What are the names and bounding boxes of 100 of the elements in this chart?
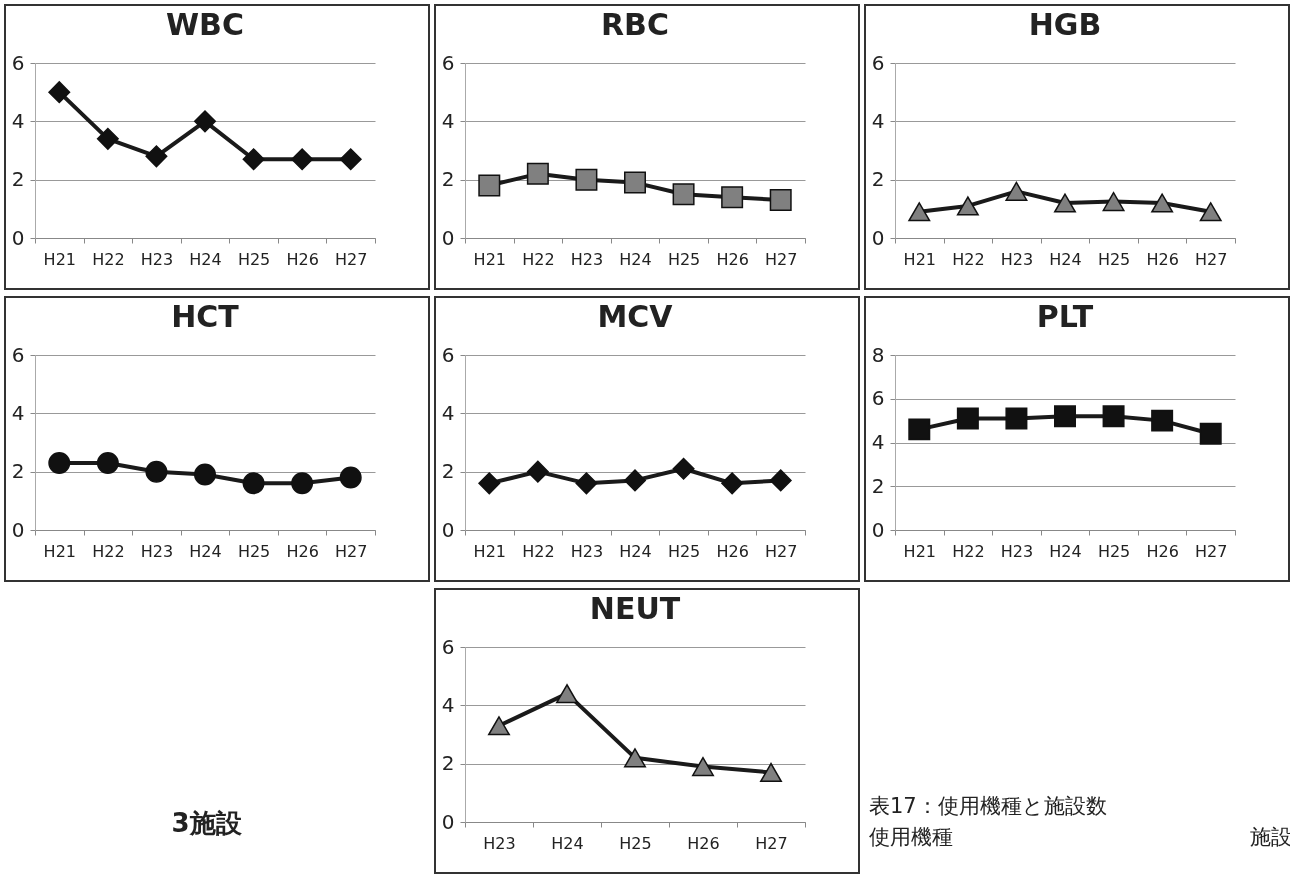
x-tick-label: H25 [667, 541, 701, 561]
chart-title: RBC [601, 7, 669, 42]
x-tick-label: H24 [1049, 541, 1082, 561]
y-tick-label: 4 [11, 108, 25, 133]
chart-title: HCT [171, 299, 240, 334]
point [575, 168, 598, 191]
x-tick-label: H26 [286, 249, 319, 269]
y-tick-label: 4 [441, 692, 455, 717]
y-tick-label: 6 [11, 50, 25, 75]
point [242, 148, 265, 171]
x-tick-label: H24 [619, 249, 652, 269]
y-tick-label: 2 [11, 167, 25, 192]
point [556, 684, 578, 704]
x-tick-label: H21 [903, 541, 936, 561]
point [769, 469, 792, 492]
x-tick-label: H21 [903, 249, 936, 269]
text: 3施設 [171, 808, 243, 838]
x-tick-label: H23 [1000, 541, 1034, 561]
point [96, 451, 119, 474]
y-tick-label: 8 [871, 342, 885, 367]
point [291, 472, 314, 495]
x-tick-label: H27 [1195, 541, 1228, 561]
chart-title: MCV [597, 299, 674, 334]
y-tick-label: 4 [11, 400, 25, 425]
y-tick-label: 0 [11, 225, 25, 250]
y-tick-label: 0 [871, 225, 885, 250]
point [908, 202, 931, 222]
point [1199, 202, 1222, 222]
x-tick-label: H26 [286, 541, 319, 561]
point [956, 407, 979, 430]
y-tick-label: 4 [441, 400, 455, 425]
point [1005, 181, 1028, 201]
x-tick-label: H25 [237, 541, 271, 561]
point [1151, 193, 1174, 213]
point [1199, 422, 1222, 445]
x-tick-label: H27 [765, 249, 798, 269]
point [721, 472, 744, 495]
point [339, 148, 362, 171]
point [1005, 407, 1028, 430]
y-tick-label: 2 [871, 473, 885, 498]
point [672, 457, 695, 480]
point [242, 472, 265, 495]
point [624, 469, 646, 492]
x-tick-label: H24 [551, 833, 584, 853]
y-tick-label: 0 [11, 517, 25, 542]
x-tick-label: H22 [522, 541, 555, 561]
x-tick-label: H21 [473, 541, 506, 561]
x-tick-label: H25 [1097, 249, 1131, 269]
x-tick-label: H24 [189, 541, 222, 561]
y-tick-label: 4 [871, 108, 885, 133]
x-tick-label: H22 [952, 541, 985, 561]
point [672, 183, 695, 206]
y-tick-label: 4 [441, 108, 455, 133]
point [478, 472, 501, 495]
y-tick-label: 0 [441, 517, 455, 542]
point [145, 460, 168, 483]
point [339, 466, 362, 489]
x-tick-label: H22 [92, 541, 125, 561]
point [1151, 409, 1174, 432]
point [1102, 191, 1125, 212]
point [48, 81, 71, 104]
x-tick-label: H27 [765, 541, 798, 561]
x-tick-label: H23 [140, 249, 174, 269]
y-tick-label: 2 [871, 167, 885, 192]
point [291, 148, 314, 171]
x-tick-label: H22 [522, 249, 555, 269]
x-tick-label: H22 [952, 249, 985, 269]
x-tick-label: H27 [755, 833, 788, 853]
x-tick-label: H23 [483, 833, 516, 853]
point [526, 162, 549, 185]
x-tick-label: H27 [335, 541, 368, 561]
x-tick-label: H27 [335, 249, 368, 269]
y-tick-label: 2 [441, 751, 455, 776]
x-tick-label: H24 [189, 249, 222, 269]
y-tick-label: 6 [441, 634, 455, 659]
text: 表17：使用機種と施設数 [869, 794, 1107, 818]
y-tick-label: 6 [11, 342, 25, 367]
y-tick-label: 2 [11, 459, 25, 484]
x-tick-label: H21 [43, 249, 76, 269]
y-tick-label: 6 [441, 50, 455, 75]
x-tick-label: H25 [619, 833, 652, 853]
x-tick-label: H27 [1195, 249, 1228, 269]
point [760, 762, 782, 783]
x-tick-label: H26 [687, 833, 720, 853]
x-tick-label: H26 [716, 541, 749, 561]
x-tick-label: H24 [1049, 249, 1082, 269]
x-tick-label: H23 [570, 541, 604, 561]
y-tick-label: 0 [441, 225, 455, 250]
chart-title: WBC [166, 7, 244, 42]
point [145, 145, 168, 168]
point [769, 189, 792, 212]
point [478, 174, 501, 197]
x-tick-label: H21 [473, 249, 506, 269]
point [526, 460, 549, 483]
y-tick-label: 0 [441, 809, 455, 834]
point [692, 756, 714, 777]
chart-title: NEUT [589, 591, 681, 626]
text: 使用機種 [869, 825, 953, 849]
x-tick-label: H25 [237, 249, 271, 269]
y-tick-label: 4 [871, 430, 885, 454]
